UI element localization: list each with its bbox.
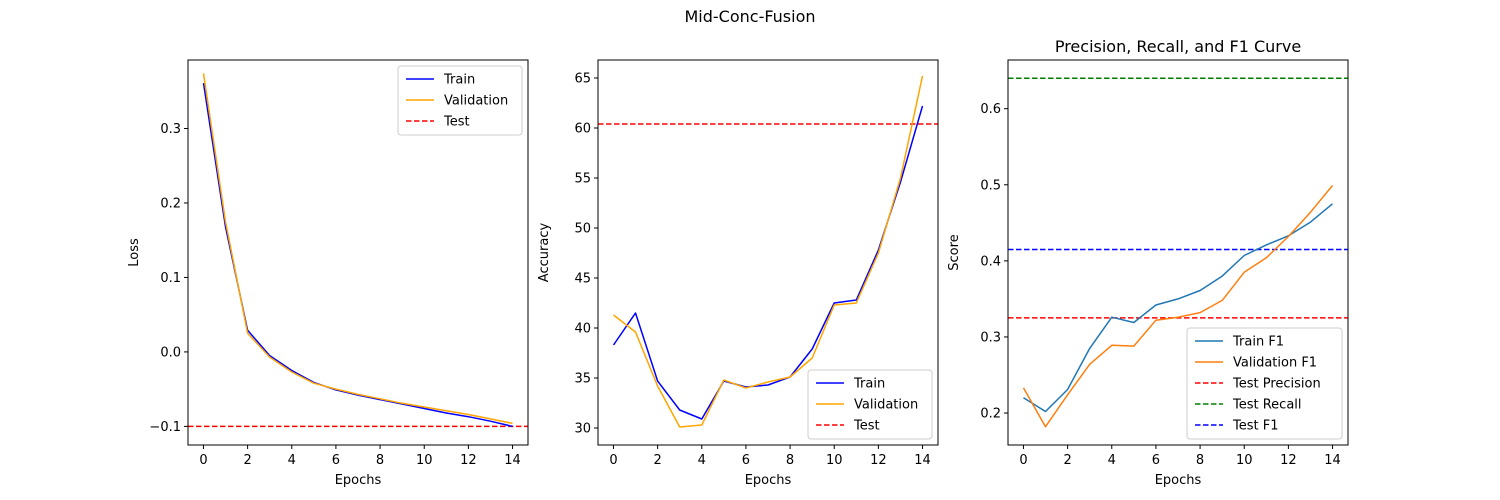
y-tick-label: 0.0 [160,345,181,360]
legend: Train Validation Test [807,369,933,440]
legend-label: Train [443,73,475,88]
y-tick-label: 55 [574,172,591,187]
legend-label: Validation [854,398,918,413]
x-tick-label: 8 [786,453,794,468]
legend: Train Validation Test [397,65,523,136]
series-line-train-f1 [1023,203,1333,413]
legend-box [397,65,523,136]
legend-label: Train [853,377,885,392]
y-tick-label: 0.2 [160,196,181,211]
x-tick-label: 0 [1019,453,1027,468]
loss-chart: 0 2 4 6 8 10 12 14 −0.1 0.0 0.1 0.2 0.3 Epochs Loss Tra… [127,59,529,488]
x-tick-label: 12 [460,453,477,468]
x-tick-label: 4 [288,453,296,468]
x-tick-label: 4 [698,453,706,468]
y-tick-label: 40 [574,322,591,337]
x-tick-label: 6 [1152,453,1160,468]
y-axis-label: Score [947,234,962,270]
y-tick-label: 0.1 [160,271,181,286]
x-axis-label: Epochs [1155,473,1202,488]
x-tick-label: 2 [1063,453,1071,468]
x-axis-label: Epochs [745,473,792,488]
x-tick-label: 14 [1324,453,1341,468]
x-tick-label: 10 [416,453,433,468]
x-axis-label: Epochs [335,473,382,488]
axes-frame [187,59,529,446]
accuracy-chart: 0 2 4 6 8 10 12 14 30 35 40 45 50 55 60 65 Epochs Accurac… [537,59,939,488]
legend: Train F1 Validation F1 Test Precision Test … [1186,327,1343,440]
y-tick-label: 0.2 [980,407,1001,422]
axes-frame [1007,59,1349,446]
y-tick-label: 0.4 [980,254,1001,269]
y-axis-label: Accuracy [537,223,552,283]
y-tick-label: 50 [574,222,591,237]
x-tick-label: 12 [1280,453,1297,468]
legend-label: Test Recall [1232,398,1302,413]
y-tick-label: 65 [574,72,591,87]
legend-label: Test Precision [1232,377,1321,392]
series-line-validation [202,73,513,425]
x-tick-label: 0 [609,453,617,468]
legend-label: Test F1 [1232,419,1278,434]
x-tick-label: 10 [826,453,843,468]
y-tick-label: 0.5 [980,178,1001,193]
legend-box [807,369,933,440]
x-tick-label: 2 [243,453,251,468]
y-tick-label: 60 [574,122,591,137]
axes-frame [597,59,939,446]
y-tick-label: 0.3 [160,122,181,137]
x-tick-label: 8 [376,453,384,468]
series-line-train [612,105,924,420]
score-chart: 0 2 4 6 8 10 12 14 0.2 0.3 0.4 0.5 0.6 Epochs Score Pre… [947,37,1349,488]
figure-title: Mid-Conc-Fusion [684,7,816,26]
legend-label: Train F1 [1232,335,1284,350]
legend-label: Test [853,419,880,434]
x-tick-label: 6 [332,453,340,468]
series-line-validation-f1 [1022,185,1334,428]
x-tick-label: 12 [870,453,887,468]
x-tick-label: 14 [504,453,521,468]
y-axis-label: Loss [127,238,142,267]
y-tick-label: 45 [574,272,591,287]
legend-label: Validation F1 [1233,356,1317,371]
legend-label: Validation [444,94,508,109]
y-tick-label: 35 [574,372,591,387]
y-tick-label: 0.3 [980,330,1001,345]
series-line-validation [613,75,924,428]
chart-title: Precision, Recall, and F1 Curve [1055,37,1301,56]
x-tick-label: 8 [1196,453,1204,468]
x-tick-label: 4 [1108,453,1116,468]
legend-label: Test [443,115,470,130]
y-tick-label: 0.6 [980,102,1001,117]
legend-box [1186,327,1343,440]
x-tick-label: 10 [1236,453,1253,468]
x-tick-label: 2 [653,453,661,468]
x-tick-label: 0 [199,453,207,468]
x-tick-label: 6 [742,453,750,468]
x-tick-label: 14 [914,453,931,468]
y-tick-label: −0.1 [149,420,181,435]
y-tick-label: 30 [574,422,591,437]
